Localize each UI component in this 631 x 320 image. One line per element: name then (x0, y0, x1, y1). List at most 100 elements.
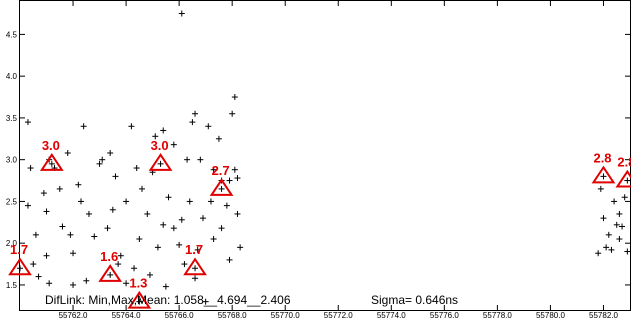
highlight-label: 3.0 (151, 138, 169, 153)
data-point (184, 156, 191, 163)
points-layer (24, 10, 631, 305)
x-tick-label: 55770.0 (271, 311, 300, 320)
data-point (162, 283, 169, 290)
footer-sigma: Sigma= 0.646ns (371, 293, 458, 307)
highlight-marker: 2.7 (209, 163, 234, 196)
data-point (611, 198, 618, 205)
y-tick-label: 4.5 (6, 30, 18, 39)
data-point (32, 231, 39, 238)
data-point (202, 298, 209, 305)
footer-stats: DifLink: Min,Max,Mean: 1.058__4.694__2.4… (45, 293, 291, 307)
data-point (75, 181, 82, 188)
data-point (30, 261, 37, 268)
data-point (197, 156, 204, 163)
data-point (621, 194, 628, 201)
data-point (616, 210, 623, 217)
highlight-label: 1.7 (10, 242, 28, 257)
data-point (64, 149, 71, 156)
x-tick-label: 55762.0 (59, 311, 88, 320)
data-point (186, 198, 193, 205)
x-axis: 55762.0 55764.0 55766.0 55768.0 55770.0 55772… (59, 1, 618, 320)
data-point (67, 231, 74, 238)
data-point (624, 248, 631, 255)
y-tick-label: 3.0 (6, 156, 18, 165)
data-point (210, 236, 217, 243)
data-point (178, 216, 185, 223)
data-point (112, 173, 119, 180)
data-point (24, 119, 31, 126)
data-point (154, 244, 161, 251)
data-point (210, 166, 217, 173)
data-point (231, 166, 238, 173)
data-point (136, 236, 143, 243)
data-point (616, 236, 623, 243)
highlight-label: 2.8 (617, 155, 631, 170)
highlight-marker: 1.6 (98, 249, 123, 282)
data-point (170, 141, 177, 148)
highlight-marker: 1.7 (8, 242, 32, 276)
data-point (603, 244, 610, 251)
y-tick-label: 1.5 (6, 281, 18, 290)
data-point (144, 210, 151, 217)
highlight-label: 1.3 (129, 276, 147, 291)
highlight-triangle (209, 178, 234, 196)
data-point (160, 127, 167, 134)
data-point (70, 281, 77, 288)
data-point (189, 119, 196, 126)
x-tick-label: 55774.0 (377, 311, 406, 320)
data-point (46, 280, 53, 287)
data-point (24, 202, 31, 209)
data-point (109, 206, 116, 213)
highlight-triangle (8, 257, 32, 276)
data-point (117, 252, 124, 259)
data-point (35, 273, 42, 280)
data-point (43, 208, 50, 215)
data-point (176, 241, 183, 248)
highlight-marker: 2.8 (615, 155, 631, 188)
data-point (160, 221, 167, 228)
x-tick-label: 55782.0 (589, 311, 618, 320)
highlight-marker: 2.8 (591, 150, 616, 184)
data-point (234, 210, 241, 217)
highlight-label: 1.6 (100, 249, 118, 264)
data-point (619, 223, 626, 230)
data-point (223, 202, 230, 209)
data-point (85, 210, 92, 217)
highlight-label: 2.8 (593, 150, 611, 165)
data-point (91, 233, 98, 240)
data-point (170, 225, 177, 232)
data-point (139, 185, 145, 192)
data-point (229, 110, 236, 117)
data-point (128, 123, 135, 130)
highlight-label: 1.7 (185, 242, 203, 257)
plot-frame (19, 0, 631, 311)
data-point (123, 280, 130, 287)
data-point (194, 246, 201, 253)
data-point (83, 277, 90, 284)
data-point (146, 271, 153, 278)
data-point (104, 225, 111, 232)
data-point (595, 250, 602, 257)
data-point (123, 198, 130, 205)
data-point (207, 198, 214, 205)
x-tick-label: 55772.0 (324, 311, 353, 320)
highlight-triangle (98, 264, 123, 282)
highlight-triangle (148, 153, 173, 171)
x-tick-label: 55780.0 (536, 311, 565, 320)
x-tick-label: 55768.0 (218, 311, 247, 320)
x-tick-label: 55776.0 (430, 311, 459, 320)
highlight-layer: 1.7 3.0 1.6 1.3 3.0 1.7 2.7 2.8 2.8 (8, 138, 631, 309)
data-point (181, 261, 188, 268)
data-point (78, 198, 84, 205)
data-point (152, 133, 159, 140)
highlight-marker: 3.0 (148, 138, 173, 171)
data-point (59, 223, 66, 230)
data-point (178, 10, 185, 17)
data-point (165, 194, 172, 201)
y-tick-label: 3.5 (6, 114, 18, 123)
highlight-triangle (127, 290, 152, 309)
data-point (192, 275, 199, 282)
data-point (215, 135, 222, 142)
x-tick-label: 55764.0 (112, 311, 141, 320)
y-tick-label: 2.5 (6, 197, 18, 206)
